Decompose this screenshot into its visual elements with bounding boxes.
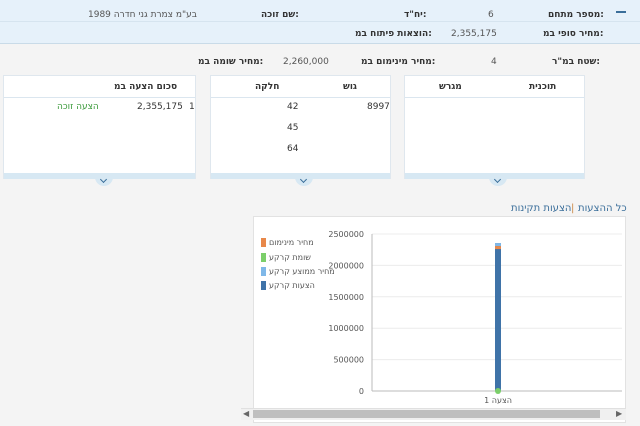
bids-card: סכום הצעה במ 1 2,355,175 הצעה זוכה	[3, 75, 196, 186]
bar-marker	[495, 246, 501, 250]
plans-card-header: תוכנית מגרש	[405, 76, 584, 98]
area-value: 4	[491, 57, 497, 67]
y-tick-label: 0	[359, 387, 364, 396]
final-price-value: 2,355,175	[451, 29, 497, 39]
scroll-left-icon[interactable]: ◀	[243, 409, 250, 418]
min-price-value: 2,260,000	[283, 57, 329, 67]
blocks-card: גוש חלקה 8997 42 45 64	[210, 75, 391, 186]
y-tick-label: 1500000	[328, 293, 364, 302]
bid-row-status: הצעה זוכה	[57, 102, 99, 112]
legend-label: הצעות קרקע	[269, 281, 315, 290]
final-price-label: מחיר סופי במ:	[543, 29, 604, 39]
chevron-down-icon[interactable]	[489, 175, 507, 186]
header-divider	[0, 21, 640, 22]
min-price-label: מחיר מינימום במ:	[361, 57, 436, 67]
y-tick-label: 2500000	[328, 230, 364, 239]
legend-swatch	[261, 281, 266, 290]
tender-number-value: 6	[488, 10, 494, 20]
chart-plot: 0 500000 1000000 1500000 2000000 2500000 הצעה …	[328, 230, 622, 405]
tab-valid-bids[interactable]: הצעות תקינות	[511, 203, 572, 214]
tab-all-bids[interactable]: כל ההצעות	[578, 203, 627, 214]
legend-swatch	[261, 253, 266, 262]
y-tick-label: 500000	[333, 356, 364, 365]
legend-item: מחיר מינימום	[261, 238, 314, 247]
y-tick-label: 2000000	[328, 261, 364, 270]
units-label: יח"ד:	[404, 10, 427, 20]
winner-value: בע"מ צמרת גני חדרה 1989	[88, 10, 197, 20]
winner-label: שם זוכה:	[261, 10, 299, 20]
bar	[495, 243, 501, 391]
legend-label: שומת קרקע	[269, 253, 311, 262]
chevron-down-icon[interactable]	[95, 175, 113, 186]
legend-item: מחיר ממוצע קרקע	[261, 267, 335, 276]
legend-swatch	[261, 267, 266, 276]
blocks-card-header: גוש חלקה	[211, 76, 390, 98]
bar-marker	[495, 243, 501, 247]
area-label: שטח במ"ר:	[552, 57, 600, 67]
tender-number-label: מספר מתחם:	[548, 10, 604, 20]
bids-chart: מחיר מינימום שומת קרקע מחיר ממוצע קרקע ה…	[253, 216, 626, 423]
legend-label: מחיר ממוצע קרקע	[269, 267, 335, 276]
plans-col-lot: מגרש	[439, 82, 462, 92]
x-tick-label: הצעה 1	[484, 396, 512, 405]
bid-row-amount: 2,355,175	[137, 102, 183, 112]
tender-header	[0, 0, 640, 44]
y-tick-label: 1000000	[328, 324, 364, 333]
legend-swatch	[261, 238, 266, 247]
bid-row-index: 1	[189, 102, 195, 112]
bids-col-amount: סכום הצעה במ	[114, 82, 178, 92]
legend-label: מחיר מינימום	[269, 238, 314, 247]
blocks-col-gush: גוש	[343, 82, 357, 92]
helka-value: 42	[287, 102, 299, 112]
chevron-down-icon[interactable]	[295, 175, 313, 186]
legend-item: שומת קרקע	[261, 253, 311, 262]
bids-card-header: סכום הצעה במ	[4, 76, 195, 98]
helka-value: 64	[287, 144, 299, 154]
data-point	[495, 388, 501, 394]
dev-cost-label: הוצאות פיתוח במ:	[355, 29, 432, 39]
legend-item: הצעות קרקע	[261, 281, 315, 290]
tab-separator: |	[571, 203, 575, 214]
plans-card: תוכנית מגרש	[404, 75, 585, 186]
scrollbar-thumb[interactable]	[253, 410, 600, 418]
plans-col-plan: תוכנית	[529, 82, 557, 92]
appraiser-price-label: מחיר שומה במ:	[198, 57, 264, 67]
helka-value: 45	[287, 123, 299, 133]
scroll-right-icon[interactable]: ▶	[616, 409, 623, 418]
blocks-col-helka: חלקה	[255, 82, 280, 92]
gush-value: 8997	[367, 102, 390, 112]
collapse-minus-icon[interactable]	[616, 11, 626, 13]
